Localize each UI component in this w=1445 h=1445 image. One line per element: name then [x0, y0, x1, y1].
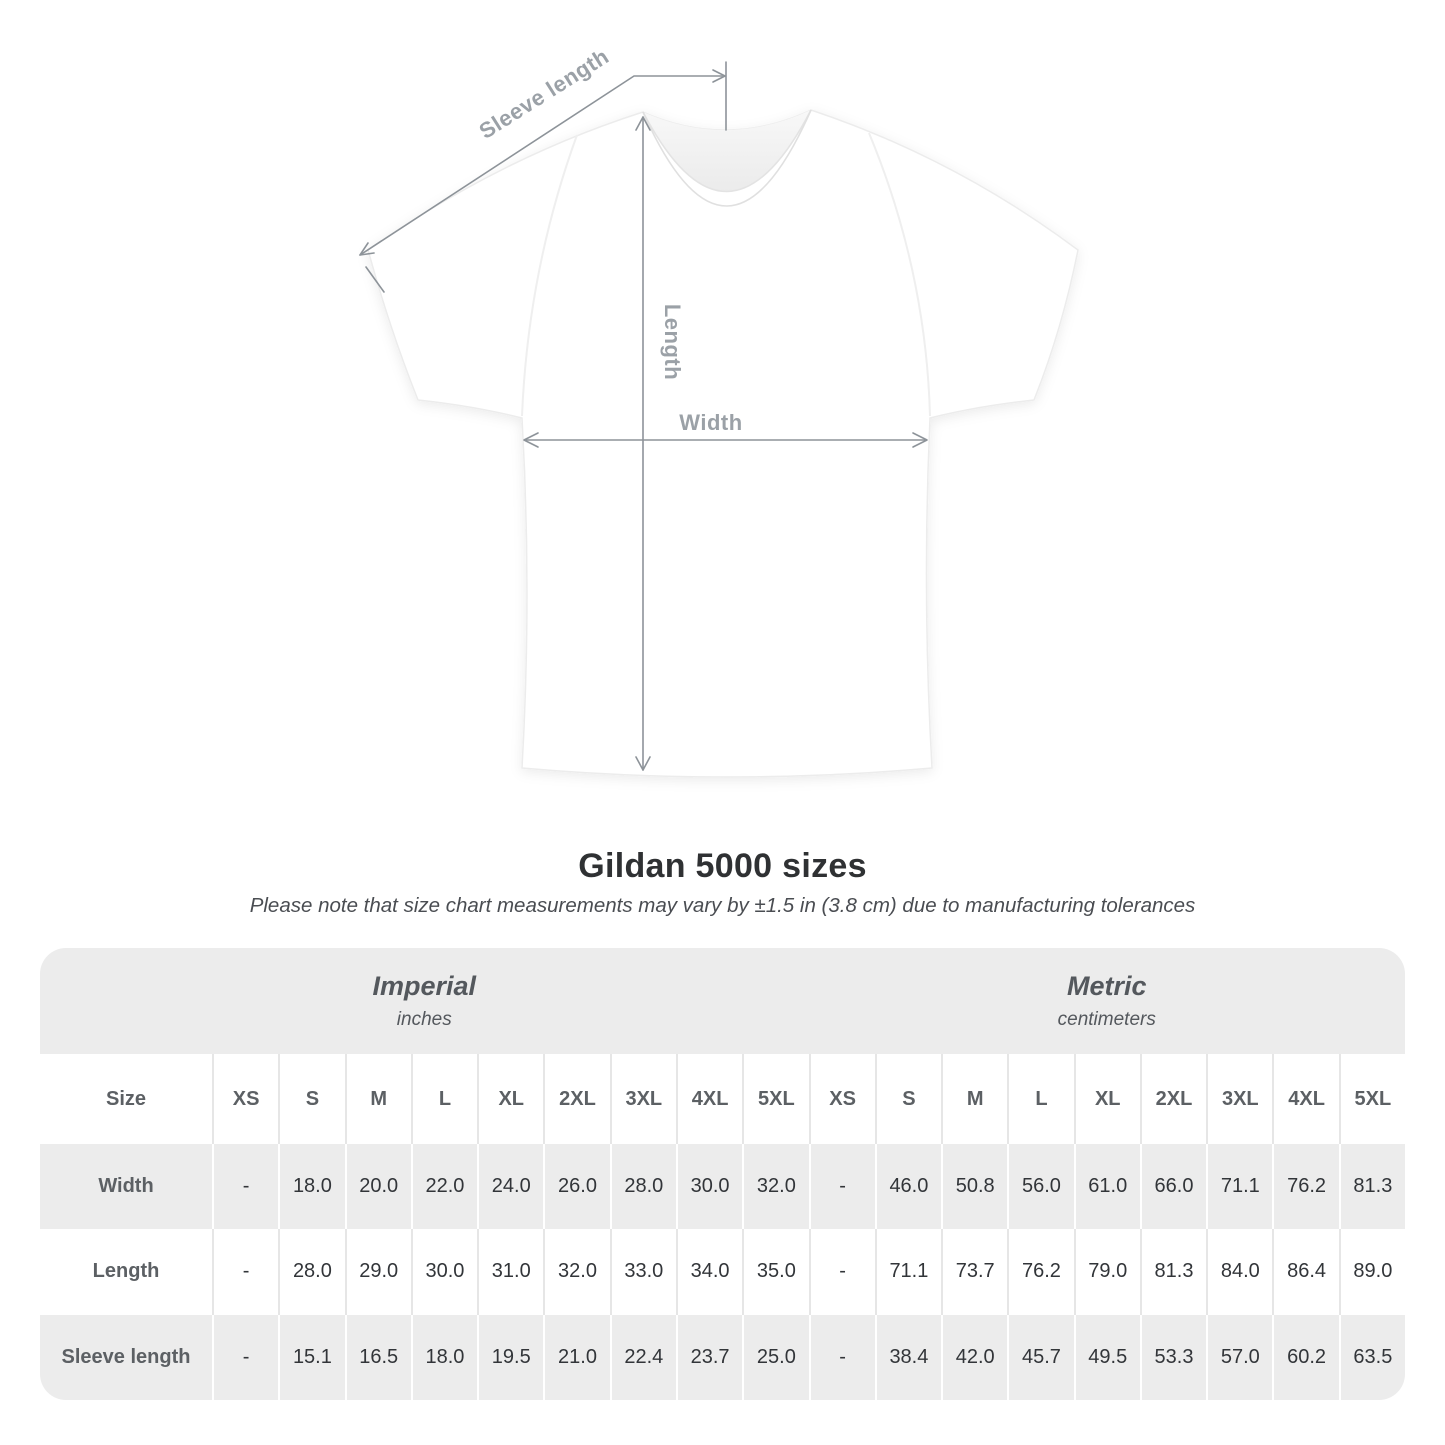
value-cell: 35.0	[742, 1229, 808, 1315]
value-cell: 16.5	[344, 1314, 411, 1400]
value-cell: 79.0	[1073, 1229, 1140, 1315]
units-header-row: Imperial inches Metric centimeters	[40, 948, 1405, 1054]
col-header-metric-4xl: 4XL	[1272, 1054, 1338, 1144]
col-header-metric-5xl: 5XL	[1338, 1054, 1405, 1144]
value-cell: 32.0	[742, 1144, 808, 1230]
value-cell: 30.0	[410, 1229, 477, 1315]
value-cell: 50.8	[941, 1144, 1007, 1230]
col-header-imperial-l: L	[410, 1054, 477, 1144]
col-header-imperial-4xl: 4XL	[675, 1054, 742, 1144]
value-cell: 76.2	[1272, 1144, 1338, 1230]
value-cell: 21.0	[543, 1314, 609, 1400]
value-cell: 30.0	[675, 1144, 742, 1230]
col-header-metric-xs: XS	[808, 1054, 875, 1144]
value-cell: 73.7	[941, 1229, 1007, 1315]
row-label: Length	[92, 1260, 160, 1283]
col-header-imperial-xl: XL	[477, 1054, 543, 1144]
value-cell: 84.0	[1206, 1229, 1272, 1315]
value-cell: 18.0	[278, 1144, 344, 1230]
value-cell: -	[808, 1314, 875, 1400]
col-header-metric-2xl: 2XL	[1139, 1054, 1206, 1144]
value-cell: 28.0	[278, 1229, 344, 1315]
col-header-imperial-m: M	[344, 1054, 411, 1144]
value-cell: 76.2	[1007, 1229, 1073, 1315]
value-cell: -	[212, 1314, 278, 1400]
value-cell: 66.0	[1139, 1144, 1206, 1230]
value-cell: 81.3	[1139, 1229, 1206, 1315]
table-row-sleeve-length: Sleeve length -15.1 16.5 18.0 19.5 21.0 22.4 23…	[40, 1314, 1405, 1400]
value-cell: 31.0	[477, 1229, 543, 1315]
table-body: Width -18.0 20.0 22.0 24.0 26.0 28.0 30.0 32.0-4…	[40, 1144, 1405, 1400]
value-cell: 86.4	[1272, 1229, 1338, 1315]
metric-unit: centimeters	[1057, 1009, 1156, 1030]
value-cell: 22.4	[609, 1314, 676, 1400]
col-header-metric-3xl: 3XL	[1206, 1054, 1272, 1144]
col-header-metric-l: L	[1007, 1054, 1073, 1144]
value-cell: 61.0	[1073, 1144, 1140, 1230]
value-cell: 57.0	[1206, 1314, 1272, 1400]
value-cell: 15.1	[278, 1314, 344, 1400]
value-cell: 32.0	[543, 1229, 609, 1315]
value-cell: 24.0	[477, 1144, 543, 1230]
value-cell: 46.0	[874, 1144, 941, 1230]
width-arrow	[523, 432, 928, 448]
value-cell: 53.3	[1139, 1314, 1206, 1400]
value-cell: -	[212, 1229, 278, 1315]
value-cell: 71.1	[874, 1229, 941, 1315]
size-table: Imperial inches Metric centimeters Size X…	[40, 948, 1405, 1400]
value-cell: 56.0	[1007, 1144, 1073, 1230]
value-cell: 20.0	[344, 1144, 411, 1230]
col-header-metric-m: M	[941, 1054, 1007, 1144]
metric-section-header: Metric centimeters	[809, 948, 1406, 1054]
value-cell: 45.7	[1007, 1314, 1073, 1400]
value-cell: -	[212, 1144, 278, 1230]
table-row-length: Length -28.0 29.0 30.0 31.0 32.0 33.0 34.0 35.0-…	[40, 1229, 1405, 1315]
length-label: Length	[660, 304, 685, 380]
value-cell: -	[808, 1229, 875, 1315]
row-label: Width	[98, 1175, 154, 1198]
value-cell: 29.0	[344, 1229, 411, 1315]
value-cell: 49.5	[1073, 1314, 1140, 1400]
tshirt-graphic	[367, 109, 1079, 778]
size-row-header: Size	[105, 1087, 147, 1110]
sleeve-length-label: Sleeve length	[475, 43, 614, 143]
value-cell: 34.0	[675, 1229, 742, 1315]
value-cell: 63.5	[1338, 1314, 1405, 1400]
value-cell: 71.1	[1206, 1144, 1272, 1230]
value-cell: 33.0	[609, 1229, 676, 1315]
value-cell: 25.0	[742, 1314, 808, 1400]
col-header-imperial-3xl: 3XL	[609, 1054, 676, 1144]
col-header-imperial-s: S	[278, 1054, 344, 1144]
sleeve-length-arrow	[359, 61, 727, 293]
value-cell: 22.0	[410, 1144, 477, 1230]
size-header-row: Size XS S M L XL 2XL 3XL 4XL 5XL XS S M L XL 2XL 3XL 4XL 5…	[40, 1054, 1405, 1144]
length-arrow	[635, 116, 651, 771]
value-cell: -	[808, 1144, 875, 1230]
value-cell: 23.7	[675, 1314, 742, 1400]
value-cell: 81.3	[1338, 1144, 1405, 1230]
tolerance-note: Please note that size chart measurements…	[249, 894, 1196, 917]
col-header-imperial-2xl: 2XL	[543, 1054, 609, 1144]
value-cell: 60.2	[1272, 1314, 1338, 1400]
width-label: Width	[679, 410, 742, 435]
tshirt-measurement-diagram: Sleeve length Length Width	[359, 43, 1079, 778]
col-header-imperial-5xl: 5XL	[742, 1054, 808, 1144]
value-cell: 38.4	[874, 1314, 941, 1400]
table-row-width: Width -18.0 20.0 22.0 24.0 26.0 28.0 30.0 32.0-4…	[40, 1144, 1405, 1230]
value-cell: 19.5	[477, 1314, 543, 1400]
value-cell: 28.0	[609, 1144, 676, 1230]
col-header-imperial-xs: XS	[212, 1054, 278, 1144]
value-cell: 89.0	[1338, 1229, 1405, 1315]
col-header-metric-s: S	[874, 1054, 941, 1144]
row-label: Sleeve length	[61, 1345, 191, 1368]
imperial-unit: inches	[396, 1009, 452, 1030]
value-cell: 42.0	[941, 1314, 1007, 1400]
imperial-section-header: Imperial inches	[40, 948, 809, 1054]
value-cell: 26.0	[543, 1144, 609, 1230]
value-cell: 18.0	[410, 1314, 477, 1400]
page-title: Gildan 5000 sizes	[578, 847, 867, 885]
col-header-metric-xl: XL	[1073, 1054, 1140, 1144]
metric-title: Metric	[1066, 971, 1147, 1001]
imperial-title: Imperial	[372, 971, 477, 1001]
